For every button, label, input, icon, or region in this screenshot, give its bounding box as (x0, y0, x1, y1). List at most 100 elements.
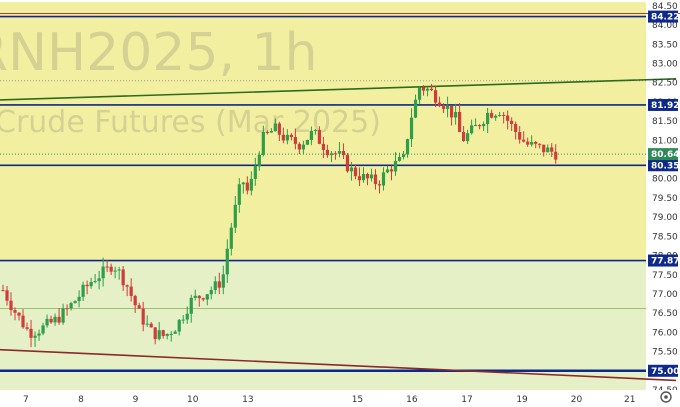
candle-body (365, 174, 370, 179)
candle-body (269, 131, 273, 133)
candle-body (490, 112, 494, 118)
candle-body (21, 315, 25, 328)
y-tick-label: 79.00 (652, 213, 678, 223)
candle-body (101, 266, 105, 279)
x-tick-label: 16 (406, 395, 418, 405)
x-tick-label: 7 (23, 395, 29, 405)
candle-body (413, 99, 418, 118)
candle-body (409, 117, 414, 140)
watermark: RNH2025, 1h Crude Futures (Mar 2025) (0, 23, 381, 140)
gear-icon (660, 391, 672, 403)
zone-1 (0, 260, 646, 390)
price-badge-label: 75.00 (651, 367, 679, 377)
candle-body (518, 132, 522, 140)
candle-body (69, 303, 73, 309)
candle-body (81, 284, 85, 297)
y-tick-label: 81.50 (652, 117, 678, 127)
candle-body (29, 328, 33, 338)
candle-body (305, 139, 309, 145)
candle-body (197, 295, 201, 299)
y-tick-label: 84.00 (652, 21, 678, 31)
candle-body (510, 120, 514, 124)
candle-body (225, 248, 229, 275)
time-axis: 7 8 9 10 13 15 16 17 19 20 21 (0, 390, 680, 407)
candle-body (149, 323, 153, 328)
candle-body (405, 139, 410, 155)
candle-body (85, 284, 89, 287)
candle-body (257, 154, 261, 167)
candle-body (105, 266, 109, 268)
settings-gear[interactable] (660, 391, 672, 403)
candle-body (385, 169, 390, 173)
y-tick-label: 82.50 (652, 79, 678, 89)
candle-body (229, 227, 233, 249)
candle-body (542, 144, 546, 153)
candle-body (317, 129, 322, 144)
price-axis: 84.5084.0083.5083.0082.5082.0081.5081.00… (648, 2, 679, 396)
x-tick-label: 15 (352, 395, 363, 405)
candle-body (253, 166, 257, 179)
candle-body (289, 134, 293, 138)
candle-body (165, 333, 169, 336)
candle-body (241, 182, 245, 185)
price-scale-bg (646, 0, 680, 407)
candle-body (61, 308, 65, 323)
candle-body (325, 149, 330, 156)
x-tick-label: 21 (624, 395, 635, 405)
candle-body (429, 88, 434, 91)
candle-body (421, 87, 426, 91)
candle-body (353, 167, 358, 177)
candle-body (221, 274, 225, 288)
y-tick-label: 84.50 (652, 2, 678, 12)
candle-body (89, 282, 93, 287)
y-tick-label: 78.50 (652, 232, 678, 242)
candle-body (189, 297, 193, 314)
candle-body (502, 115, 506, 117)
x-tick-label: 19 (516, 395, 528, 405)
candle-body (117, 269, 121, 271)
candle-body (433, 90, 438, 103)
candle-body (73, 301, 77, 304)
x-tick-label: 8 (78, 395, 84, 405)
candle-body (37, 333, 41, 336)
candle-body (453, 111, 458, 118)
candle-body (173, 331, 177, 334)
y-tick-label: 83.00 (652, 59, 678, 69)
candle-body (137, 305, 141, 309)
candle-body (377, 184, 382, 186)
candle-body (470, 125, 474, 134)
x-tick-label: 17 (461, 395, 472, 405)
candle-body (125, 285, 129, 287)
candle-body (425, 88, 430, 91)
price-badge-label: 77.87 (651, 257, 679, 267)
candle-body (341, 151, 346, 156)
candle-body (213, 281, 217, 291)
y-tick-label: 76.00 (652, 328, 678, 338)
price-badge-80.64 (648, 148, 678, 161)
price-badge-label: 84.22 (651, 13, 679, 23)
candle-body (389, 169, 394, 172)
x-tick-label: 9 (133, 395, 139, 405)
candle-body (141, 308, 145, 325)
candle-body (474, 125, 478, 127)
candle-body (297, 143, 301, 150)
y-tick-label: 80.00 (652, 175, 678, 185)
candle-body (277, 123, 281, 135)
candle-body (401, 154, 406, 157)
candle-body (361, 174, 366, 181)
candle-body (301, 144, 305, 150)
price-badge-label: 80.64 (651, 150, 679, 160)
candles (1, 83, 558, 348)
candle-body (157, 330, 161, 340)
candle-body (522, 139, 526, 142)
candle-body (373, 174, 378, 185)
candle-body (53, 316, 57, 323)
candle-body (345, 155, 350, 172)
y-tick-label: 81.00 (652, 136, 678, 146)
candle-body (33, 335, 37, 338)
x-tick-label: 10 (187, 395, 199, 405)
candle-body (129, 286, 133, 296)
candle-body (449, 105, 454, 118)
candle-body (538, 143, 542, 145)
